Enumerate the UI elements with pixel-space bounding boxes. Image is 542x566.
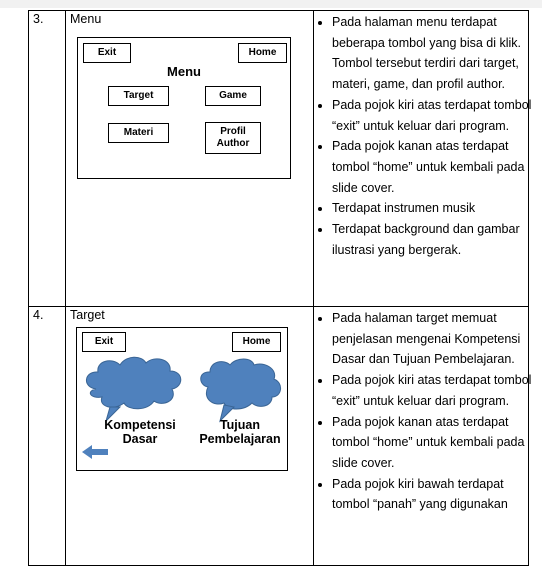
button: Target <box>108 86 169 106</box>
page: 3. Menu Exit Home Menu Target Game Mater… <box>0 0 542 547</box>
button: Game <box>205 86 261 106</box>
button-home: Home <box>232 332 281 352</box>
row-number: 4. <box>33 308 44 322</box>
mockup-title: Menu <box>167 64 201 79</box>
bullet: Pada pojok kanan atas terdapat tombol “h… <box>332 412 532 474</box>
bullet: Pada halaman target memuat penjelasan me… <box>332 308 532 370</box>
row-number: 3. <box>33 12 44 26</box>
bullet: Pada pojok kanan atas terdapat tombol “h… <box>332 136 532 198</box>
bullet: Terdapat background dan gambar ilustrasi… <box>332 219 532 260</box>
mockup-label: Kompetensi Dasar <box>104 418 176 446</box>
button: Profil Author <box>205 122 261 154</box>
bullet: Terdapat instrumen musik <box>332 198 532 219</box>
cloud <box>86 356 182 423</box>
bullet-list: Pada halaman target memuat penjelasan me… <box>315 308 532 515</box>
mockup <box>77 37 291 179</box>
top-strip <box>0 0 542 8</box>
bullet-list: Pada halaman menu terdapat beberapa tomb… <box>315 12 532 260</box>
bullet: Pada pojok kiri atas terdapat tombol “ex… <box>332 370 532 411</box>
bullet: Pada pojok kiri atas terdapat tombol “ex… <box>332 95 532 136</box>
arrow-back <box>82 445 108 459</box>
mockup-label: Tujuan Pembelajaran <box>199 418 281 446</box>
cell <box>28 10 66 307</box>
bullet: Pada pojok kiri bawah terdapat tombol “p… <box>332 474 532 515</box>
button-exit: Exit <box>82 332 126 352</box>
row-name: Target <box>70 308 105 322</box>
bullet: Pada halaman menu terdapat beberapa tomb… <box>332 12 532 95</box>
mockup-graphics <box>82 356 281 459</box>
cell <box>28 306 66 566</box>
cloud <box>200 358 281 423</box>
button-exit: Exit <box>83 43 131 63</box>
button-home: Home <box>238 43 287 63</box>
row-name: Menu <box>70 12 102 26</box>
button: Materi <box>108 123 169 143</box>
